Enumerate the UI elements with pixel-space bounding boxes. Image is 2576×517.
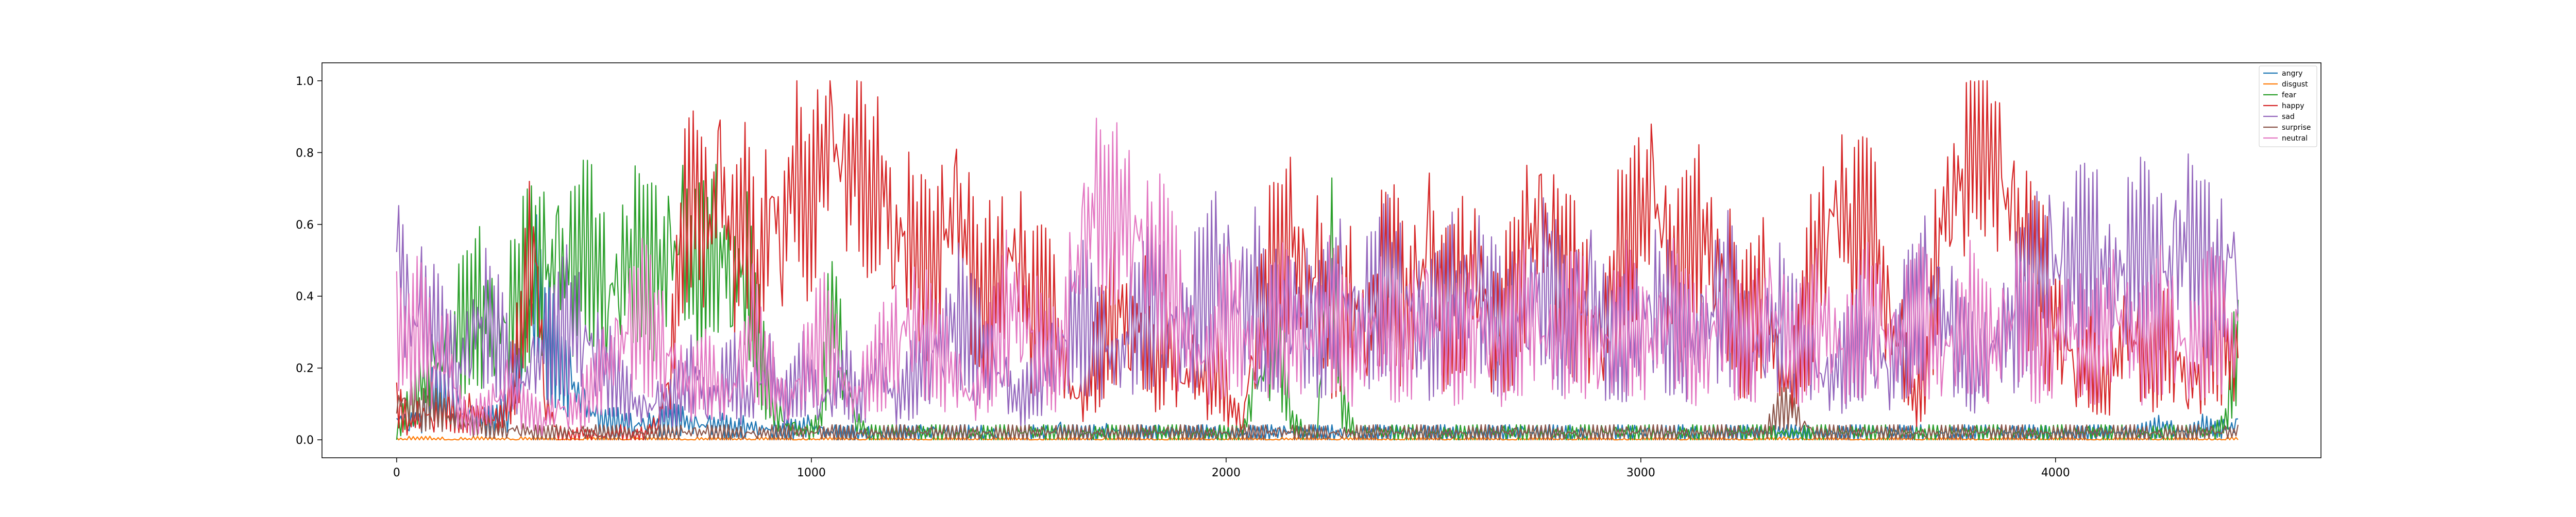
series-layer: [396, 80, 2239, 441]
y-tick-label: 1.0: [296, 75, 314, 88]
legend-label-fear: fear: [2282, 91, 2296, 99]
series-line-neutral: [396, 117, 2239, 436]
x-tick-label: 3000: [1626, 467, 1655, 479]
x-tick-label: 4000: [2041, 467, 2070, 479]
legend-label-disgust: disgust: [2282, 80, 2308, 89]
x-tick-label: 0: [393, 467, 400, 479]
legend-label-angry: angry: [2282, 70, 2302, 78]
legend-box: [2259, 65, 2317, 147]
x-tick-label: 1000: [797, 467, 826, 479]
x-tick-label: 2000: [1212, 467, 1241, 479]
series-line-surprise: [396, 375, 2239, 441]
y-tick-label: 0.0: [296, 434, 314, 447]
y-tick-label: 0.2: [296, 363, 314, 375]
axis-layer: 0 1000 2000 3000 4000 0.0 0.2 0.4 0.6 0.8 1.0: [296, 75, 2070, 479]
legend-label-neutral: neutral: [2282, 134, 2308, 143]
legend-label-happy: happy: [2282, 102, 2304, 110]
series-line-happy: [396, 80, 2239, 441]
legend-label-sad: sad: [2282, 113, 2295, 121]
y-tick-label: 0.6: [296, 219, 314, 232]
plot-frame: [321, 62, 2321, 458]
legend-label-surprise: surprise: [2282, 124, 2311, 132]
legend: angry disgust fear happy sad surprise neutral: [2259, 65, 2317, 147]
y-tick-label: 0.8: [296, 147, 314, 160]
y-tick-label: 0.4: [296, 290, 314, 303]
series-line-fear: [396, 160, 2239, 441]
